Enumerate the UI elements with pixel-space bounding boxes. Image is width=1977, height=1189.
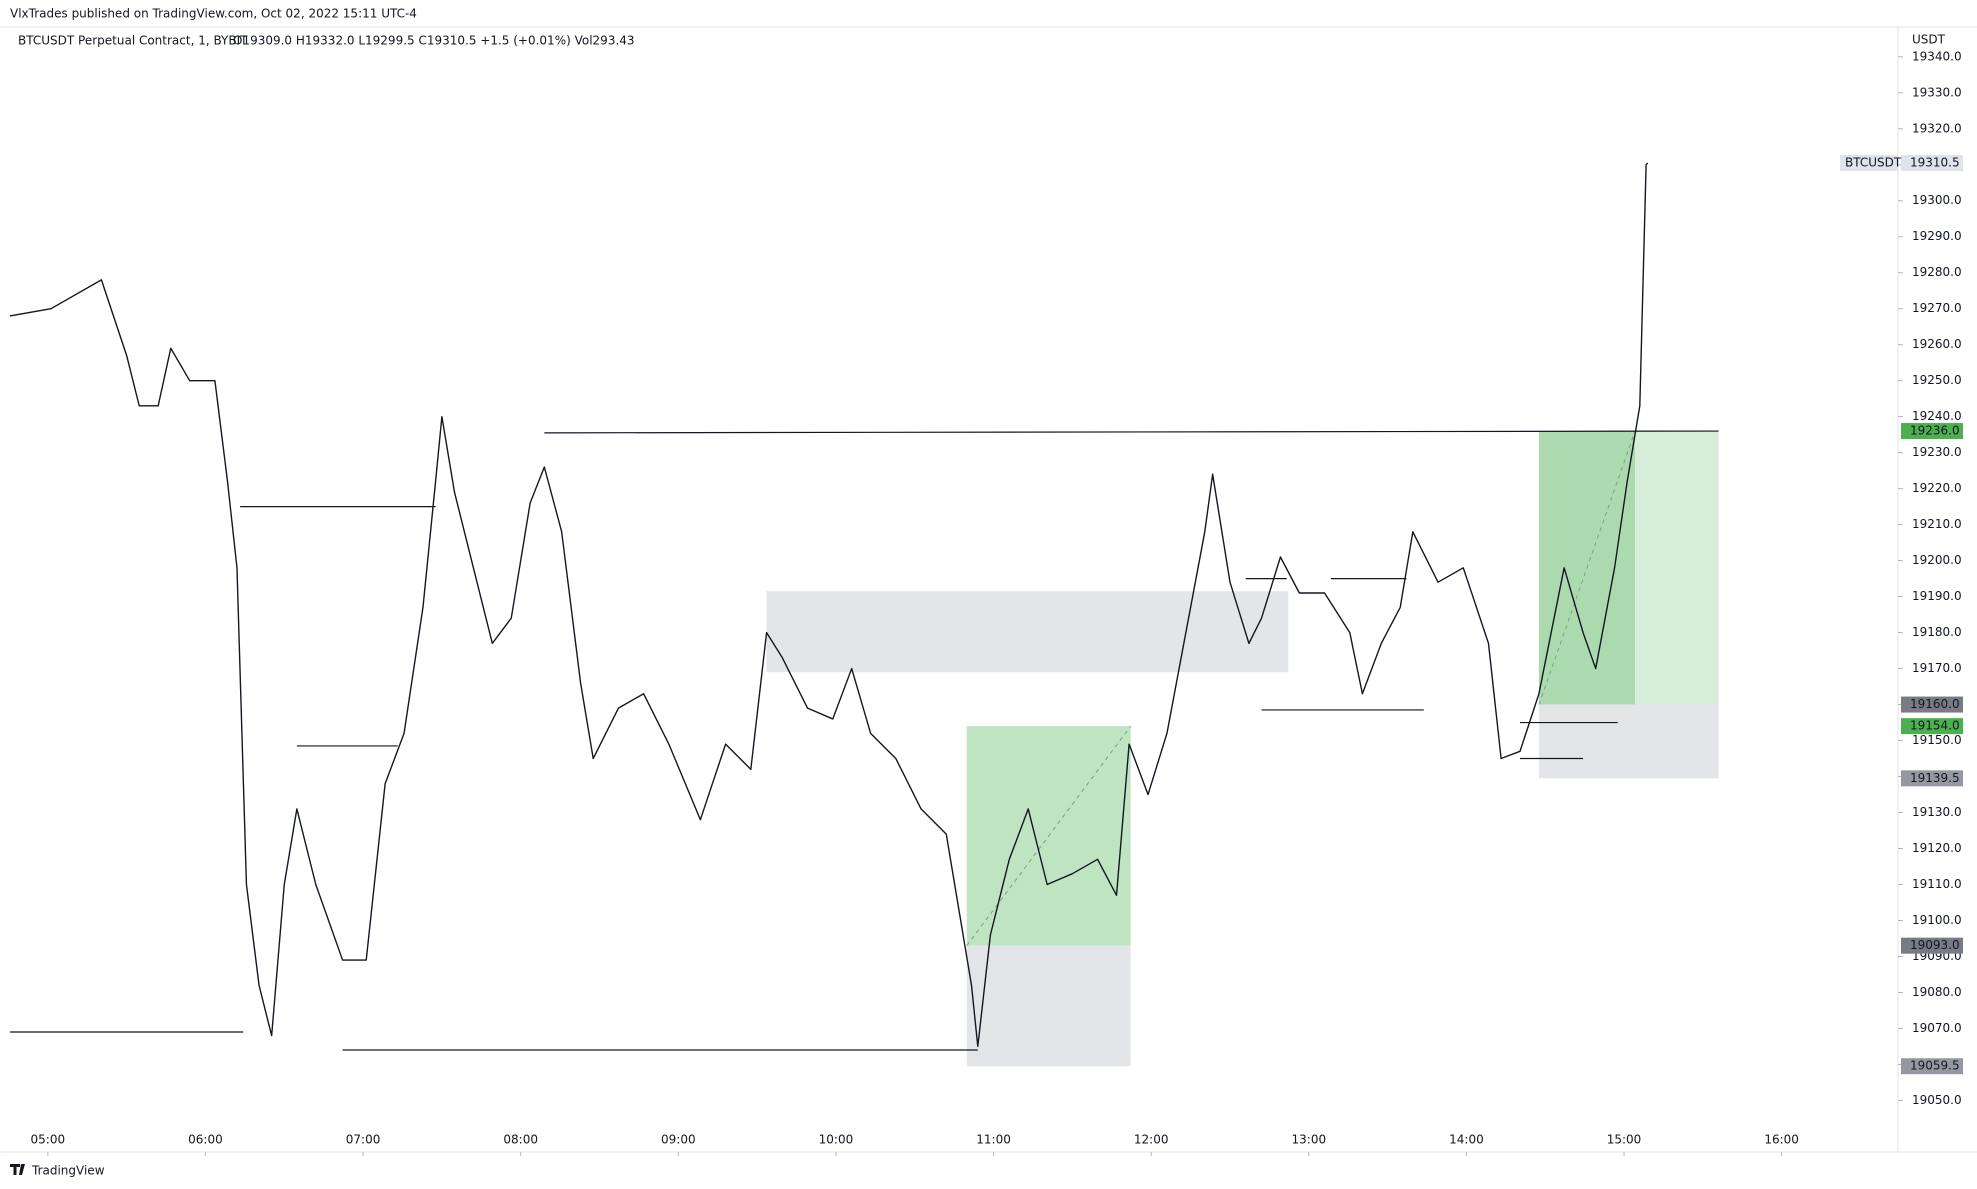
y-unit: USDT <box>1912 33 1946 47</box>
price-marker <box>1901 770 1963 787</box>
x-tick-label: 13:00 <box>1292 1133 1327 1147</box>
price-marker-label: 19059.5 <box>1910 1059 1960 1073</box>
x-tick-label: 15:00 <box>1607 1133 1642 1147</box>
y-tick-label: 19110.0 <box>1912 877 1962 891</box>
price-marker <box>1901 1058 1963 1075</box>
price-marker-label: 19236.0 <box>1910 424 1960 438</box>
y-tick-label: 19280.0 <box>1912 265 1962 279</box>
x-tick-label: 06:00 <box>188 1133 223 1147</box>
y-tick-label: 19190.0 <box>1912 589 1962 603</box>
zone <box>966 945 1131 1067</box>
source-line: VlxTrades published on TradingView.com, … <box>10 7 417 21</box>
x-tick-label: 12:00 <box>1134 1133 1169 1147</box>
y-tick-label: 19250.0 <box>1912 373 1962 387</box>
x-tick-label: 16:00 <box>1764 1133 1799 1147</box>
y-tick-label: 19270.0 <box>1912 301 1962 315</box>
x-tick-label: 11:00 <box>976 1133 1011 1147</box>
y-tick-label: 19170.0 <box>1912 661 1962 675</box>
y-tick-label: 19300.0 <box>1912 193 1962 207</box>
zone <box>1635 431 1719 705</box>
y-tick-label: 19260.0 <box>1912 337 1962 351</box>
zone-diagonal <box>966 725 1132 946</box>
price-line <box>9 162 1649 1048</box>
branding: TradingView <box>10 1164 105 1178</box>
x-tick-label: 14:00 <box>1449 1133 1484 1147</box>
price-marker <box>1901 154 1963 171</box>
y-tick-label: 19050.0 <box>1912 1093 1962 1107</box>
zone-diagonal <box>1538 430 1636 705</box>
y-tick-label: 19070.0 <box>1912 1021 1962 1035</box>
symbol-box <box>1840 154 1898 171</box>
x-tick-label: 09:00 <box>661 1133 696 1147</box>
price-marker-label: 19160.0 <box>1910 697 1960 711</box>
x-tick-label: 07:00 <box>346 1133 381 1147</box>
y-tick-label: 19180.0 <box>1912 625 1962 639</box>
price-marker-label: 19154.0 <box>1910 719 1960 733</box>
price-marker-label: 19093.0 <box>1910 938 1960 952</box>
logo <box>10 1164 25 1175</box>
y-tick-label: 19130.0 <box>1912 805 1962 819</box>
price-marker <box>1901 696 1963 713</box>
price-marker-label: 19310.5 <box>1910 155 1960 169</box>
y-tick-label: 19230.0 <box>1912 445 1962 459</box>
y-tick-label: 19320.0 <box>1912 121 1962 135</box>
chart-title: BTCUSDT Perpetual Contract, 1, BYBIT <box>18 34 248 48</box>
y-tick-label: 19080.0 <box>1912 985 1962 999</box>
x-tick-label: 08:00 <box>503 1133 538 1147</box>
y-tick-label: 19120.0 <box>1912 841 1962 855</box>
y-tick-label: 19340.0 <box>1912 49 1962 63</box>
plot-area <box>9 162 1719 1067</box>
y-tick-label: 19210.0 <box>1912 517 1962 531</box>
x-tick-label: 05:00 <box>31 1133 66 1147</box>
price-marker <box>1901 423 1963 440</box>
y-tick-label: 19240.0 <box>1912 409 1962 423</box>
price-marker <box>1901 937 1963 954</box>
price-marker-label: 19139.5 <box>1910 771 1960 785</box>
x-tick-label: 10:00 <box>819 1133 854 1147</box>
y-tick-label: 19290.0 <box>1912 229 1962 243</box>
zone <box>1538 704 1719 779</box>
y-tick-label: 19150.0 <box>1912 733 1962 747</box>
price-marker <box>1901 718 1963 735</box>
y-tick-label: 19200.0 <box>1912 553 1962 567</box>
level-line <box>544 430 1719 434</box>
y-tick-label: 19220.0 <box>1912 481 1962 495</box>
symbol-label: BTCUSDT <box>1845 155 1902 169</box>
ohlc-legend: O19309.0 H19332.0 L19299.5 C19310.5 +1.5… <box>233 34 635 48</box>
brand-name: TradingView <box>31 1164 105 1178</box>
y-tick-label: 19330.0 <box>1912 85 1962 99</box>
zone <box>766 591 1289 673</box>
y-tick-label: 19100.0 <box>1912 913 1962 927</box>
